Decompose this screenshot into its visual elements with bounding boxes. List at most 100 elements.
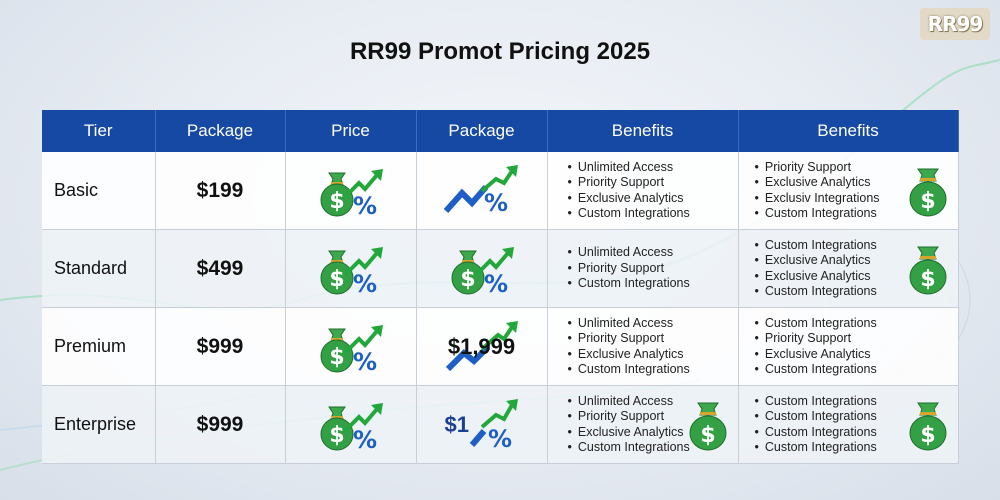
benefit-item: Exclusive Analytics (568, 347, 738, 363)
package-price: $499 (155, 229, 286, 308)
svg-text:%: % (483, 270, 507, 297)
benefits-cell-2: Custom Integrations Priority Support Exc… (738, 307, 959, 386)
table-row: Standard $499 $ % $ (42, 229, 959, 308)
svg-text:$: $ (329, 189, 344, 214)
price-cell: $ % (285, 152, 417, 230)
svg-text:%: % (352, 348, 376, 375)
table-row: Premium $999 $ % $1,9 (42, 307, 959, 386)
svg-text:$: $ (329, 423, 344, 448)
tier-name: Enterprise (42, 385, 156, 464)
column-header-benefits: Benefits (547, 110, 739, 152)
benefit-item: Unlimited Access (568, 160, 738, 176)
svg-text:%: % (352, 426, 376, 453)
price-cell: $ % (285, 307, 417, 386)
benefit-item: Custom Integrations (568, 440, 738, 456)
package-icon-cell: % (416, 152, 548, 230)
svg-text:$: $ (329, 345, 344, 370)
price-cell: $ % (285, 229, 417, 308)
money-bag-percent-icon: $ % (451, 246, 514, 297)
benefit-item: Custom Integrations (755, 316, 958, 332)
svg-text:$: $ (920, 267, 935, 292)
benefits-cell-2: Custom Integrations Exclusive Analytics … (738, 229, 959, 308)
svg-text:$: $ (920, 189, 935, 214)
benefit-item: Priority Support (568, 409, 738, 425)
tier-name: Basic (42, 152, 156, 230)
benefits-cell-2: Priority Support Exclusive Analytics Exc… (738, 152, 959, 230)
money-bag-percent-icon: $ % (320, 246, 383, 297)
money-bag-icon: $ (909, 246, 946, 294)
benefits-cell-2: Custom Integrations Custom Integrations … (738, 385, 959, 464)
benefit-item: Unlimited Access (568, 245, 738, 261)
column-header-tier: Tier (42, 110, 156, 152)
svg-text:$: $ (460, 267, 475, 292)
money-bag-percent-icon: $ % (320, 324, 383, 375)
benefit-item: Exclusive Analytics (568, 425, 738, 441)
benefit-item: Custom Integrations (755, 425, 958, 441)
trend-percent-icon: % (469, 398, 518, 453)
benefit-item: Unlimited Access (568, 316, 738, 332)
package-price: $999 (155, 385, 286, 464)
svg-text:%: % (487, 425, 511, 453)
benefit-item: Priority Support (568, 331, 738, 347)
column-header-price: Price (285, 110, 417, 152)
money-bag-icon: $ (909, 402, 946, 450)
benefit-item: Custom Integrations (755, 394, 958, 410)
benefit-item: Priority Support (568, 261, 738, 277)
trend-arrow-icon (445, 320, 518, 371)
pricing-table: Tier Package Price Package Benefits Bene… (42, 110, 959, 464)
money-bag-percent-icon: $ % (320, 402, 383, 453)
benefit-item: Exclusiv Integrations (755, 191, 958, 207)
package-overlay-price: $1 (444, 411, 469, 437)
column-header-package-2: Package (416, 110, 548, 152)
benefit-item: Priority Support (568, 175, 738, 191)
column-header-benefits-2: Benefits (738, 110, 959, 152)
table-header-row: Tier Package Price Package Benefits Bene… (42, 110, 959, 152)
brand-logo-text: RR99 (927, 12, 984, 36)
column-header-package: Package (155, 110, 286, 152)
package-icon-cell: $1,999 (416, 307, 548, 386)
svg-text:$: $ (920, 423, 935, 448)
benefit-item: Custom Integrations (568, 206, 738, 222)
svg-text:%: % (352, 192, 376, 219)
brand-logo: RR99 (920, 8, 990, 40)
money-bag-icon: $ (689, 402, 726, 450)
benefit-item: Priority Support (755, 331, 958, 347)
benefit-item: Exclusive Analytics (568, 191, 738, 207)
benefit-item: Custom Integrations (755, 409, 958, 425)
table-row: Basic $199 $ % % (42, 152, 959, 230)
benefit-item: Custom Integrations (755, 362, 958, 378)
svg-text:%: % (483, 189, 507, 217)
benefit-item: Custom Integrations (755, 440, 958, 456)
benefits-cell: Unlimited Access Priority Support Exclus… (547, 307, 739, 386)
benefit-item: Custom Integrations (755, 284, 958, 300)
benefit-item: Custom Integrations (568, 276, 738, 292)
package-price: $999 (155, 307, 286, 386)
svg-text:%: % (352, 270, 376, 297)
benefits-cell: Unlimited Access Priority Support Custom… (547, 229, 739, 308)
svg-text:$: $ (700, 423, 715, 448)
page-title: RR99 Promot Pricing 2025 (349, 38, 651, 65)
benefit-item: Priority Support (755, 160, 958, 176)
benefit-item: Unlimited Access (568, 394, 738, 410)
benefits-cell: Unlimited Access Priority Support Exclus… (547, 152, 739, 230)
benefit-item: Exclusive Analytics (755, 269, 958, 285)
svg-text:$: $ (329, 267, 344, 292)
benefit-item: Custom Integrations (568, 362, 738, 378)
money-bag-percent-icon: $ % (320, 168, 383, 219)
benefit-item: Custom Integrations (755, 206, 958, 222)
benefit-item: Custom Integrations (755, 238, 958, 254)
trend-percent-icon: % (443, 164, 518, 217)
benefit-item: Exclusive Analytics (755, 347, 958, 363)
package-price: $199 (155, 152, 286, 230)
price-cell: $ % (285, 385, 417, 464)
benefit-item: Exclusive Analytics (755, 175, 958, 191)
package-overlay-price: $1,999 (447, 333, 516, 359)
money-bag-icon: $ (909, 168, 946, 216)
package-icon-cell: % $1 (416, 385, 548, 464)
package-icon-cell: $ % (416, 229, 548, 308)
tier-name: Premium (42, 307, 156, 386)
benefit-item: Exclusive Analytics (755, 253, 958, 269)
tier-name: Standard (42, 229, 156, 308)
table-row: Enterprise $999 $ % % (42, 385, 959, 464)
benefits-cell: Unlimited Access Priority Support Exclus… (547, 385, 739, 464)
